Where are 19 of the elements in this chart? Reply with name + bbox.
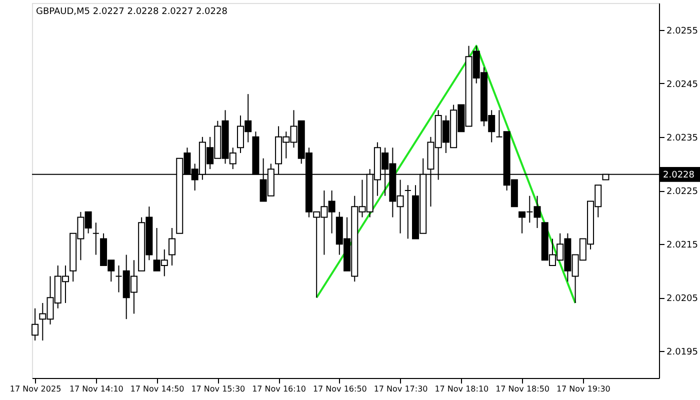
y-tick-label: 2.0205 xyxy=(666,294,698,304)
x-tick-label: 17 Nov 2025 xyxy=(10,384,62,394)
x-tick-label: 17 Nov 18:50 xyxy=(496,384,550,394)
x-tick-label: 17 Nov 17:30 xyxy=(374,384,428,394)
y-tick-label: 2.0255 xyxy=(666,26,698,36)
x-tick-label: 17 Nov 16:50 xyxy=(312,384,367,394)
y-tick-label: 2.0195 xyxy=(666,348,698,358)
chart-title: GBPAUD,M5 2.0227 2.0228 2.0227 2.0228 xyxy=(36,7,228,17)
x-tick-label: 17 Nov 19:30 xyxy=(556,384,610,394)
ref-line-label: 2.0228 xyxy=(663,170,695,180)
x-tick-label: 17 Nov 15:30 xyxy=(191,384,246,394)
y-tick-label: 2.0215 xyxy=(666,240,698,251)
y-tick-label: 2.0235 xyxy=(666,133,698,144)
y-tick-label: 2.0245 xyxy=(666,80,698,90)
x-tick-label: 17 Nov 16:10 xyxy=(252,384,306,394)
x-tick-label: 17 Nov 14:10 xyxy=(69,384,124,394)
x-tick-label: 17 Nov 14:50 xyxy=(130,384,184,394)
y-tick-label: 2.0225 xyxy=(666,187,698,197)
x-tick-label: 17 Nov 18:10 xyxy=(434,384,489,394)
